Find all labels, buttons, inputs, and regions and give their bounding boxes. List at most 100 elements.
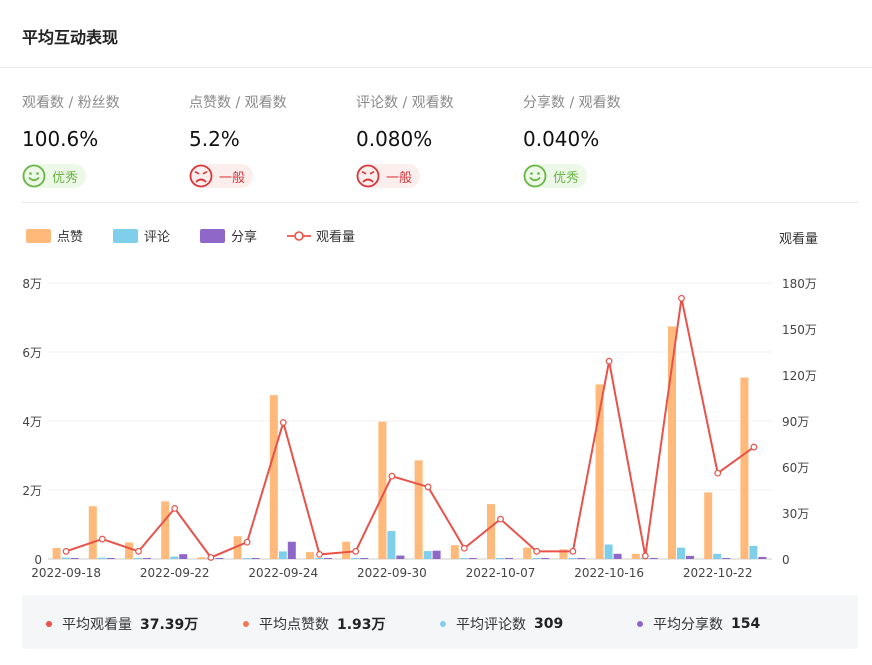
summary-value: 1.93万 (337, 617, 386, 633)
legend-item-comment[interactable]: 评论 (113, 226, 170, 245)
like-bar[interactable] (704, 492, 713, 559)
like-bar[interactable] (414, 460, 423, 559)
like-bar[interactable] (88, 506, 97, 559)
like-bar[interactable] (559, 549, 568, 559)
legend-label: 分享 (231, 230, 258, 245)
like-bar[interactable] (306, 552, 314, 559)
comment-bar[interactable] (61, 557, 70, 559)
views-point[interactable] (533, 547, 541, 555)
legend-item-like[interactable]: 点赞 (26, 226, 83, 245)
views-point[interactable] (605, 357, 613, 365)
comment-bar[interactable] (170, 556, 179, 559)
like-bar[interactable] (52, 547, 61, 559)
like-bar[interactable] (487, 504, 495, 559)
x-tick-label: 2022-10-16 (574, 566, 644, 580)
comment-bar[interactable] (604, 544, 613, 559)
like-bar[interactable] (197, 557, 206, 559)
comment-bar[interactable] (677, 547, 685, 559)
status-badge: 一般 (189, 164, 254, 188)
like-bar[interactable] (595, 384, 604, 559)
share-bar[interactable] (686, 555, 694, 559)
share-bar[interactable] (649, 558, 658, 559)
right-tick-label: 60万 (782, 461, 809, 475)
comment-bar[interactable] (134, 557, 142, 559)
metric-label: 分享数 / 观看数 (523, 95, 621, 111)
comment-bar[interactable] (351, 557, 360, 559)
views-point[interactable] (207, 554, 215, 561)
share-bar[interactable] (287, 541, 296, 559)
badge-label: 一般 (219, 170, 246, 186)
share-bar[interactable] (360, 558, 369, 559)
views-point[interactable] (316, 551, 323, 558)
left-tick-label: 6万 (22, 346, 42, 360)
like-bar[interactable] (668, 326, 676, 559)
share-bar[interactable] (179, 554, 188, 559)
legend-label: 点赞 (57, 230, 84, 245)
like-bar[interactable] (342, 541, 351, 559)
x-tick-label: 2022-09-18 (31, 566, 101, 580)
views-point[interactable] (279, 419, 287, 426)
like-bar[interactable] (523, 547, 532, 559)
share-bar[interactable] (722, 557, 731, 559)
views-point[interactable] (388, 472, 396, 480)
share-bar[interactable] (577, 558, 586, 559)
share-bar[interactable] (70, 558, 79, 559)
status-badge: 优秀 (22, 164, 87, 188)
share-bar[interactable] (143, 558, 151, 559)
share-bar[interactable] (324, 558, 332, 559)
legend-item-share[interactable]: 分享 (200, 226, 257, 245)
legend-swatch (200, 228, 226, 243)
share-bar[interactable] (106, 558, 115, 559)
like-bar[interactable] (631, 553, 640, 559)
views-point[interactable] (714, 469, 722, 477)
views-point[interactable] (171, 505, 179, 512)
like-bar[interactable] (740, 377, 749, 559)
comment-bar[interactable] (97, 557, 106, 559)
views-point[interactable] (460, 544, 468, 552)
comment-bar[interactable] (459, 558, 468, 559)
metric-label: 点赞数 / 观看数 (189, 95, 287, 111)
legend-item-views[interactable]: 观看量 (287, 226, 355, 245)
like-bar[interactable] (161, 501, 170, 559)
views-point[interactable] (750, 443, 758, 451)
views-point[interactable] (569, 547, 577, 555)
comment-bar[interactable] (242, 558, 251, 559)
comment-bar[interactable] (532, 558, 541, 559)
comment-bar[interactable] (315, 558, 323, 559)
metric-value: 5.2% (189, 127, 240, 151)
comment-bar[interactable] (423, 551, 432, 559)
share-bar[interactable] (613, 553, 622, 559)
share-bar[interactable] (468, 558, 477, 559)
like-bar[interactable] (269, 395, 278, 559)
views-point[interactable] (62, 547, 70, 555)
views-point[interactable] (352, 547, 360, 555)
views-point[interactable] (135, 547, 142, 555)
comment-bar[interactable] (749, 545, 758, 559)
views-point[interactable] (98, 535, 106, 543)
like-bar[interactable] (450, 545, 459, 559)
comment-bar[interactable] (387, 531, 396, 559)
share-bar[interactable] (541, 558, 550, 559)
like-bar[interactable] (125, 542, 133, 559)
metric-comments-per-view: 评论数 / 观看数 0.080% 一般 (356, 94, 516, 192)
comment-bar[interactable] (496, 557, 504, 559)
views-point[interactable] (424, 483, 432, 491)
like-bar[interactable] (233, 536, 242, 559)
share-bar[interactable] (432, 550, 441, 559)
smile-icon (22, 164, 46, 188)
share-bar[interactable] (505, 558, 513, 559)
share-bar[interactable] (758, 556, 767, 559)
like-bar[interactable] (378, 421, 387, 559)
comment-bar[interactable] (568, 558, 577, 559)
status-badge: 一般 (356, 164, 421, 188)
share-bar[interactable] (215, 558, 224, 559)
views-point[interactable] (641, 552, 649, 560)
views-point[interactable] (497, 515, 504, 523)
views-point[interactable] (243, 538, 251, 546)
right-tick-label: 180万 (782, 277, 817, 291)
share-bar[interactable] (396, 555, 405, 559)
share-bar[interactable] (251, 558, 260, 559)
views-point[interactable] (678, 294, 685, 302)
comment-bar[interactable] (278, 551, 287, 559)
comment-bar[interactable] (713, 553, 722, 559)
